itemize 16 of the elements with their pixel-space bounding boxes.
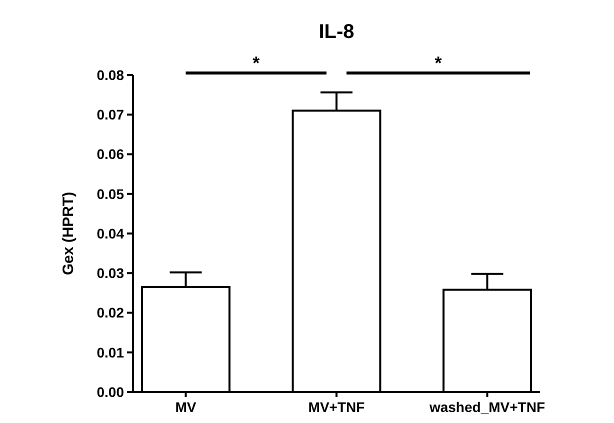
x-tick-label: washed_MV+TNF: [428, 399, 546, 415]
y-tick-label: 0.00: [96, 384, 124, 400]
y-tick-label: 0.08: [96, 66, 124, 83]
y-tick-label: 0.02: [96, 304, 124, 321]
chart-title: IL-8: [318, 21, 354, 43]
x-tick-label: MV+TNF: [308, 399, 366, 415]
y-tick-label: 0.04: [96, 225, 124, 242]
y-axis-title: Gex (HPRT): [60, 192, 77, 276]
y-tick-label: 0.01: [96, 344, 124, 360]
text: *: [252, 53, 260, 73]
y-tick-label: 0.05: [96, 186, 124, 202]
y-tick-label: 0.07: [96, 106, 124, 123]
x-tick-label: MV: [175, 399, 197, 415]
text: *: [434, 53, 442, 73]
y-tick-label: 0.03: [96, 265, 124, 282]
y-tick-label: 0.06: [96, 146, 124, 162]
